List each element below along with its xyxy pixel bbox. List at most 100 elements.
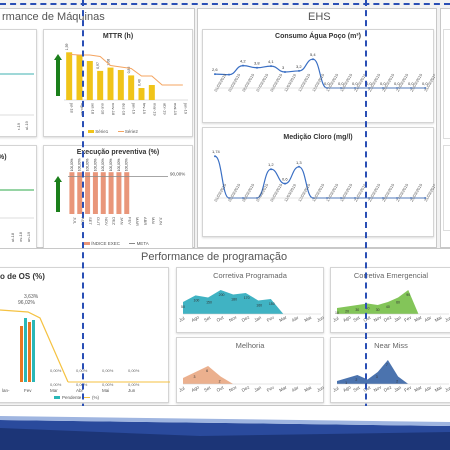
preventiva-xlabel-SET: SET — [88, 217, 93, 225]
mttr-trend-arrow — [54, 54, 62, 96]
area-1-label-0: 10 — [335, 311, 339, 315]
area-0-label-4: 180 — [231, 298, 237, 302]
area-2-label-3: 2 — [219, 380, 221, 384]
os-xlabel-0: lan- — [2, 388, 10, 393]
area-1-xlabel-9: Abr — [424, 315, 433, 323]
os-legend-label-1: Pendente — [62, 395, 82, 400]
corretiva-programada-title: Corretiva Programada — [213, 271, 287, 280]
agua-svg-point-label-7: 5,4 — [310, 52, 316, 57]
area-3-label-4: 3 — [376, 375, 378, 379]
melhoria-card: Melhoria Jul 3 Ago 6 Set 2 Out Nov Dez Jan Fev Mar A… — [176, 337, 325, 403]
area-2-label-2: 6 — [206, 369, 208, 373]
mttr-bar-fev-19 — [138, 88, 145, 100]
agua-svg-xlabel-5: 11/03/2019 — [283, 72, 298, 92]
agua-svg-point-label-12: 0,0 — [380, 81, 386, 86]
preventiva-legend-label-2: META — [136, 241, 149, 246]
cloro-svg-point-0 — [214, 155, 216, 158]
area-0-xlabel-6: Jan — [253, 315, 262, 323]
cloro-svg-xlabel-5: 11/03/2019 — [283, 182, 298, 202]
preventiva-xlabel-FEV: FEV — [127, 217, 132, 225]
preventiva-meta-label: 90,00% — [170, 171, 185, 176]
area-1-xlabel-2: Set — [352, 315, 361, 323]
cloro-svg-xlabel-8: 17/03/2019 — [325, 182, 340, 203]
corretiva-emergencial-title: Corretiva Emergencial — [353, 271, 429, 280]
preventiva-data-label-FEV: 100,00% — [125, 158, 129, 171]
area-0-xlabel-2: Set — [203, 315, 212, 323]
ehs-panel: EHS Consumo Água Poço (m³) 2,6 01/03/2019… — [197, 8, 437, 248]
cloro-title: Medição Cloro (mg/l) — [283, 134, 353, 141]
mttr-legend-label-2: Série2 — [124, 129, 138, 134]
agua-svg-point-0 — [214, 73, 216, 76]
left-top-card: r-19 ul-19 — [0, 29, 37, 137]
os-xlabel-2: Mar — [50, 388, 58, 393]
area-3-label-2: 2 — [355, 378, 357, 382]
area-0-xlabel-0: Jul — [178, 316, 185, 323]
guide-line-1 — [82, 0, 84, 450]
agua-svg-point-label-15: 0,0 — [422, 81, 428, 86]
left-mid-pct-label: %) — [0, 154, 7, 161]
right-edge-panel — [440, 8, 450, 248]
maquinas-title: rmance de Máquinas — [2, 11, 105, 23]
mttr-data-label-jul-18: 1,59 — [65, 43, 69, 50]
agua-svg-point-label-10: 0,0 — [352, 81, 358, 86]
preventiva-xlabel-JUN: JUN — [159, 217, 164, 225]
mttr-bar-set-18 — [86, 61, 93, 100]
cloro-svg-point-label-4: 1,2 — [268, 162, 274, 167]
area-3-fill — [337, 360, 449, 384]
mttr-bar-dez-18 — [117, 70, 124, 100]
area-2-xlabel-10: Mai — [303, 385, 312, 393]
preventiva-data-label-SET: 100,00% — [86, 158, 90, 171]
preventiva-bar-AGO — [77, 172, 83, 214]
ehs-title: EHS — [308, 11, 331, 23]
area-0-xlabel-8: Mar — [278, 314, 288, 322]
os-zero-2: 0,00% — [76, 368, 88, 373]
area-3-label-1: 1 — [345, 381, 347, 385]
cloro-svg-xlabel-13: 27/03/2019 — [395, 182, 410, 203]
area-0-label-3: 200 — [219, 293, 225, 297]
area-1-xlabel-8: Mar — [413, 314, 423, 322]
area-0-xlabel-7: Fev — [266, 314, 276, 322]
area-2-xlabel-5: Dez — [241, 384, 251, 393]
mttr-xlabel-dez-18: dez-18 — [121, 103, 126, 116]
area-3-xlabel-6: Jan — [393, 385, 402, 393]
mttr-xlabel-mai-19: mai-19 — [173, 103, 178, 116]
area-3-xlabel-7: Fev — [403, 384, 413, 392]
agua-svg-point-1 — [228, 73, 230, 76]
agua-svg-point-label-5: 3 — [282, 65, 285, 70]
preventiva-data-label-NOV: 100,00% — [101, 158, 105, 171]
corretiva-programada-card: Corretiva Programada 50 Jul 100 Ago 150 Set 20… — [176, 267, 325, 333]
area-1-fill — [337, 290, 449, 314]
preventiva-xlabel-NOV: NOV — [104, 217, 109, 226]
area-3-xlabel-8: Mar — [413, 384, 423, 392]
os-zero-7: 0,00% — [102, 382, 114, 387]
area-0-label-7: 150 — [269, 302, 275, 306]
os-xlabel-4: Mai — [102, 388, 109, 393]
os-xlabel-1: Fev — [24, 388, 32, 393]
cloro-svg-point-label-6: 1,3 — [296, 160, 302, 165]
preventiva-trend-arrow — [54, 176, 62, 212]
os-label-top-b: 96,02% — [18, 300, 36, 306]
mttr-legend-swatch-1 — [88, 130, 94, 133]
area-1-xlabel-3: Out — [363, 315, 372, 323]
area-1-label-1: 20 — [345, 310, 349, 314]
area-3-xlabel-10: Mai — [434, 385, 443, 393]
mttr-title: MTTR (h) — [102, 33, 134, 40]
preventiva-xlabel-JUL: JUL — [72, 217, 77, 225]
preventiva-bar-JUL — [69, 172, 75, 214]
agua-svg-point-label-0: 2,6 — [212, 67, 218, 72]
area-0-xlabel-9: Abr — [291, 315, 300, 323]
guide-line-2 — [365, 0, 367, 450]
area-1-xlabel-7: Fev — [403, 314, 413, 322]
agua-svg-point-label-2: 4,2 — [240, 59, 246, 64]
left-mid-xlabel-1: ov-18 — [18, 231, 23, 242]
os-zero-1: 0,00% — [50, 368, 62, 373]
guide-line-top — [0, 3, 450, 5]
preventiva-legend: ÍNDICE EXEC META — [84, 241, 149, 246]
os-title: o de OS (%) — [0, 272, 45, 281]
programacao-title: Performance de programação — [141, 251, 288, 263]
agua-card: Consumo Água Poço (m³) 2,6 01/03/2019 03/0… — [202, 29, 435, 123]
bottom-banner — [0, 406, 450, 450]
right-edge-card-bottom — [443, 145, 450, 231]
mttr-bar-mar-19 — [148, 85, 155, 100]
